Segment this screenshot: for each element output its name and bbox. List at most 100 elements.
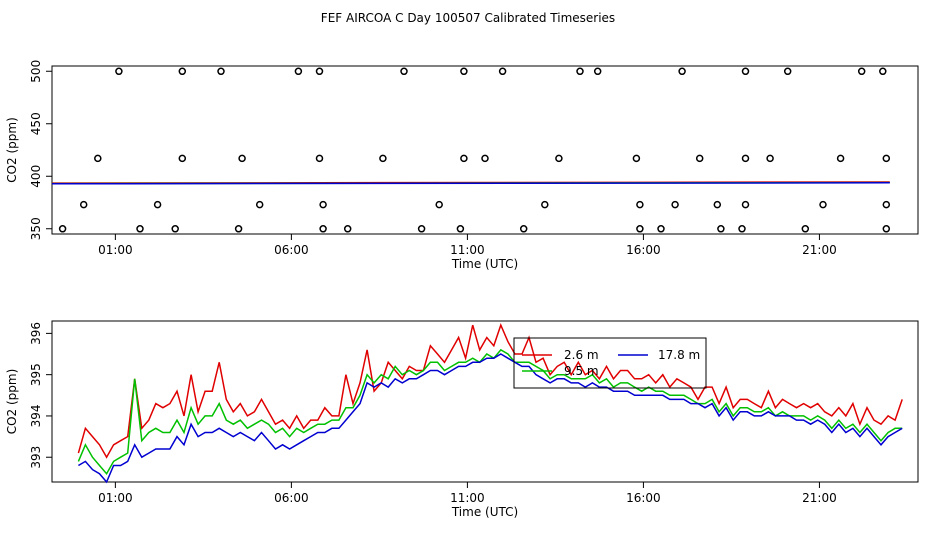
data-point [836,154,845,163]
y-tick-label: 394 [29,404,43,427]
data-point [58,225,67,233]
data-point [178,67,187,76]
data-point [741,154,750,163]
x-tick-label: 21:00 [802,243,837,257]
x-axis: 01:00 06:00 11:00 16:00 21:00 Time (UTC) [98,233,837,271]
data-point [171,225,179,233]
data-point [456,225,465,233]
x-tick-label: 11:00 [450,243,485,257]
data-point [766,154,774,163]
data-point [315,154,324,163]
x-tick-label: 21:00 [802,491,837,505]
data-point [741,200,750,209]
data-point [593,67,602,76]
series-line [78,353,903,484]
y-tick-label: 350 [29,217,43,240]
data-point [857,67,866,76]
data-point [882,200,891,209]
legend-label: 17.8 m [658,348,700,362]
plot-frame [51,320,919,483]
data-point [541,200,549,209]
data-point [379,154,387,163]
legend-label: 9.5 m [564,364,599,378]
data-point [671,200,679,209]
data-point [738,225,746,233]
y-tick-label: 400 [29,165,43,188]
data-point [255,200,264,209]
data-point [94,154,102,163]
data-point [481,154,489,163]
x-axis: 01:00 06:00 11:00 16:00 21:00 Time (UTC) [98,481,837,519]
data-point [741,67,750,76]
data-point [678,67,686,76]
data-point [79,200,88,209]
data-point [217,67,225,76]
data-point [717,225,725,233]
y-tick-label: 450 [29,112,43,135]
y-axis-label: CO2 (ppm) [5,117,19,183]
data-point [319,225,327,233]
data-point [519,225,528,233]
data-point [801,225,810,233]
x-tick-label: 16:00 [626,491,661,505]
y-tick-label: 500 [29,60,43,83]
x-axis-label: Time (UTC) [451,505,518,519]
x-tick-label: 11:00 [450,491,485,505]
data-point [234,225,243,233]
y-tick-label: 396 [29,322,43,345]
data-point [294,67,303,76]
data-point [498,67,507,76]
data-point [435,200,443,209]
data-point [879,67,887,76]
x-tick-label: 06:00 [274,491,309,505]
points-group [58,67,891,233]
y-axis: 350 400 450 500 CO2 (ppm) [5,60,52,240]
y-tick-label: 393 [29,446,43,469]
data-point [400,67,408,76]
data-point [882,154,891,163]
series-line [77,323,903,459]
data-point [153,200,162,209]
x-tick-label: 01:00 [98,243,133,257]
y-axis-label: CO2 (ppm) [5,369,19,435]
data-point [819,200,827,209]
data-point [319,200,327,209]
data-point [238,154,246,163]
series-line [77,348,903,475]
y-tick-label: 395 [29,363,43,386]
legend-label: 2.6 m [564,348,599,362]
data-point [576,67,584,76]
series-group [77,323,903,484]
data-point [417,225,426,233]
data-point [115,67,123,76]
data-point [315,67,324,76]
y-axis: 393 394 395 396 CO2 (ppm) [5,322,52,469]
data-point [713,200,722,209]
data-point [343,225,352,233]
series-group [51,181,890,185]
x-tick-label: 06:00 [274,243,309,257]
scatter-panel: 01:00 06:00 11:00 16:00 21:00 Time (UTC) 350 40… [5,60,919,271]
x-tick-label: 01:00 [98,491,133,505]
legend-box [513,337,707,389]
legend: 2.6 m 9.5 m 17.8 m [513,337,707,389]
data-point [882,225,891,233]
series-line [51,182,890,185]
data-point [783,67,792,76]
data-point [460,67,468,76]
x-tick-label: 16:00 [626,243,661,257]
x-axis-label: Time (UTC) [451,257,518,271]
plot-frame [51,65,919,235]
data-point [657,225,665,233]
data-point [460,154,468,163]
data-point [695,154,704,163]
data-point [555,154,563,163]
data-point [636,200,644,209]
figure-title: FEF AIRCOA C Day 100507 Calibrated Times… [321,11,615,25]
data-point [636,225,644,233]
data-point [178,154,187,163]
data-point [136,225,144,233]
data-point [632,154,641,163]
